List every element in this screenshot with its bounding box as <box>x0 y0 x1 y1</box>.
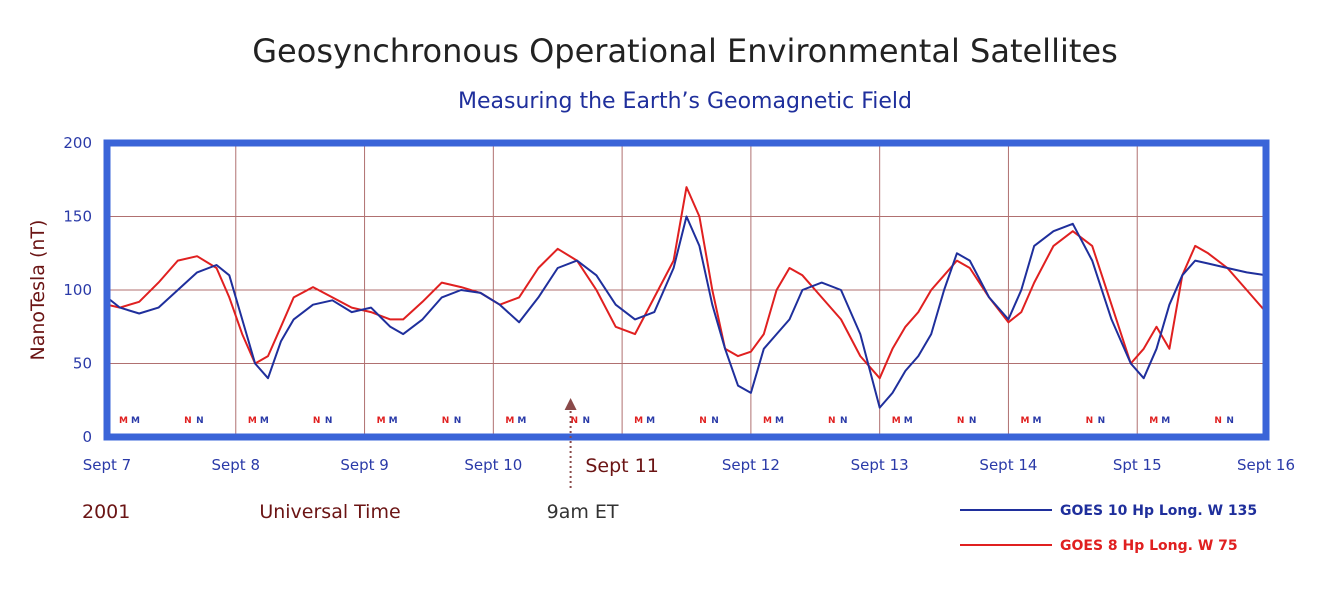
marker-red: N <box>442 416 450 426</box>
marker-red: N <box>957 416 965 426</box>
marker-blue: N <box>454 416 462 426</box>
y-axis-label: NanoTesla (nT) <box>27 220 49 361</box>
marker-red: M <box>119 416 128 426</box>
x-axis-label: Universal Time <box>259 501 400 523</box>
chart-subtitle: Measuring the Earth’s Geomagnetic Field <box>458 89 912 114</box>
marker-red: N <box>699 416 707 426</box>
marker-blue: M <box>260 416 269 426</box>
marker-red: N <box>313 416 321 426</box>
marker-blue: N <box>969 416 977 426</box>
marker-blue: N <box>1226 416 1234 426</box>
annotation-arrow-head <box>564 398 577 410</box>
x-tick-label: Sept 14 <box>979 456 1037 474</box>
marker-blue: M <box>517 416 526 426</box>
marker-red: N <box>184 416 192 426</box>
x-tick-label: Sept 7 <box>83 456 131 474</box>
marker-blue: N <box>582 416 590 426</box>
x-tick-label: Spt 15 <box>1113 456 1162 474</box>
marker-red: N <box>1086 416 1094 426</box>
legend-label-goes8: GOES 8 Hp Long. W 75 <box>1060 538 1238 554</box>
marker-blue: M <box>131 416 140 426</box>
marker-blue: M <box>1032 416 1041 426</box>
series-layer <box>106 186 1267 409</box>
marker-red: N <box>828 416 836 426</box>
y-axis-ticks: 0 50 100 150 200 <box>63 134 92 446</box>
chart-title: Geosynchronous Operational Environmental… <box>252 32 1118 70</box>
plot-frame <box>103 139 1270 441</box>
y-tick-label: 0 <box>82 428 92 446</box>
x-axis-ticks: Sept 7 Sept 8 Sept 9 Sept 10 Sept 11 Sept 12 S… <box>83 455 1295 477</box>
marker-red: M <box>505 416 514 426</box>
series-line <box>106 186 1267 380</box>
y-tick-label: 200 <box>63 134 92 152</box>
x-tick-label: Sept 9 <box>340 456 388 474</box>
marker-blue: N <box>711 416 719 426</box>
annotation-label: 9am ET <box>547 501 619 523</box>
marker-red: N <box>1214 416 1222 426</box>
x-tick-label: Sept 10 <box>464 456 522 474</box>
marker-red: M <box>377 416 386 426</box>
marker-red: M <box>248 416 257 426</box>
marker-red: M <box>634 416 643 426</box>
x-tick-label: Sept 11 <box>585 455 658 477</box>
x-tick-label: Sept 8 <box>212 456 260 474</box>
series-line <box>106 215 1267 409</box>
marker-blue: N <box>196 416 204 426</box>
y-tick-label: 150 <box>63 208 92 226</box>
marker-red: M <box>1149 416 1158 426</box>
year-label: 2001 <box>82 501 130 523</box>
y-tick-label: 50 <box>73 355 92 373</box>
marker-blue: M <box>775 416 784 426</box>
legend-label-goes10: GOES 10 Hp Long. W 135 <box>1060 503 1257 519</box>
marker-blue: N <box>1098 416 1106 426</box>
marker-blue: M <box>904 416 913 426</box>
marker-blue: M <box>389 416 398 426</box>
x-tick-label: Sept 13 <box>851 456 909 474</box>
marker-red: M <box>892 416 901 426</box>
x-tick-label: Sept 12 <box>722 456 780 474</box>
marker-red: M <box>1020 416 1029 426</box>
marker-red: N <box>570 416 578 426</box>
marker-blue: N <box>325 416 333 426</box>
marker-red: M <box>763 416 772 426</box>
annotation-9am: 9am ET <box>547 398 619 523</box>
marker-blue: M <box>1161 416 1170 426</box>
marker-blue: M <box>646 416 655 426</box>
legend: GOES 10 Hp Long. W 135 GOES 8 Hp Long. W… <box>960 503 1257 554</box>
y-tick-label: 100 <box>63 281 92 299</box>
marker-blue: N <box>840 416 848 426</box>
x-tick-label: Sept 16 <box>1237 456 1295 474</box>
